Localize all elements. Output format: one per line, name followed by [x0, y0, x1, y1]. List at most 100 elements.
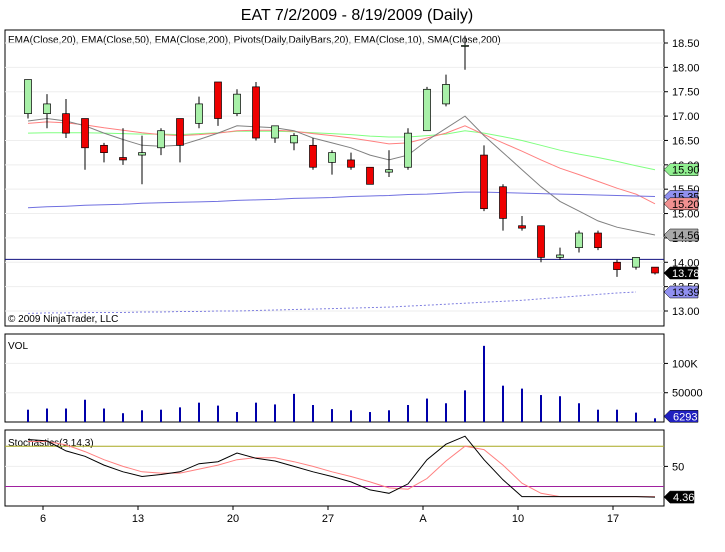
candle — [613, 259, 621, 277]
price-marker-box — [663, 228, 699, 242]
price-tick-label: 13.00 — [672, 306, 700, 318]
candle-body — [290, 135, 298, 144]
candle — [24, 79, 32, 119]
candle — [176, 118, 184, 163]
candle — [195, 96, 203, 129]
stochastics-label: Stochastics(3,14,3) — [8, 438, 94, 449]
price-marker: 15.20 — [663, 197, 700, 211]
stochastics-marker-box — [663, 490, 695, 504]
candle — [81, 118, 89, 170]
volume-bar — [578, 403, 580, 422]
volume-bar — [540, 395, 542, 422]
indicator-line-3 — [27, 191, 656, 209]
volume-bar — [217, 405, 219, 422]
candle-body — [328, 152, 336, 163]
indicator-line-0 — [27, 130, 656, 171]
candle-body — [119, 157, 127, 161]
volume-bar — [122, 413, 124, 422]
stochastics-levels — [5, 445, 664, 488]
price-marker: 14.56 — [663, 228, 700, 242]
candle-body — [176, 118, 184, 146]
candle — [556, 247, 564, 260]
candle-body — [461, 45, 469, 47]
candle — [62, 99, 70, 139]
volume-bar — [426, 398, 428, 422]
candle — [271, 125, 279, 143]
candle — [594, 230, 602, 251]
chart-title: EAT 7/2/2009 - 8/19/2009 (Daily) — [241, 7, 473, 24]
price-marker-label: 14.56 — [672, 230, 700, 242]
stochastics-tick-label: 50 — [672, 461, 684, 473]
volume-bar — [84, 399, 86, 422]
candle-body — [480, 154, 488, 210]
x-tick-label: 17 — [607, 513, 619, 525]
sma-dotted-line — [27, 291, 637, 314]
candle — [138, 135, 146, 185]
candle — [575, 230, 583, 253]
candle-body — [138, 152, 146, 156]
candle-body — [309, 144, 317, 168]
price-marker: 13.39 — [663, 285, 700, 299]
volume-panel-frame — [4, 333, 665, 423]
price-marker-box — [663, 285, 699, 299]
price-grid — [5, 42, 664, 312]
candle-body — [81, 118, 89, 149]
volume-grid — [5, 362, 664, 394]
volume-bar — [293, 393, 295, 422]
volume-marker: 6293 — [663, 410, 699, 423]
volume-bar — [103, 408, 105, 422]
price-tick-label: 14.00 — [672, 257, 700, 269]
candle — [518, 215, 526, 231]
indicators-label: EMA(Close,20), EMA(Close,50), EMA(Close,… — [8, 35, 501, 46]
volume-tick-label: 50000 — [672, 388, 703, 400]
candle — [366, 166, 374, 185]
volume-bar — [46, 408, 48, 422]
candle — [480, 145, 488, 212]
price-panel-frame — [4, 29, 665, 327]
candle-body — [556, 254, 564, 258]
candle-body — [404, 132, 412, 168]
price-tick-label: 15.00 — [672, 209, 700, 221]
candle — [309, 138, 317, 170]
candle-body — [157, 130, 165, 149]
candle-body — [252, 86, 260, 139]
price-marker-label: 13.78 — [672, 268, 700, 280]
x-tick-label: 20 — [227, 513, 239, 525]
candle-body — [62, 113, 70, 134]
indicator-line-1 — [27, 121, 656, 205]
candle — [442, 74, 450, 107]
price-tick-label: 18.00 — [672, 62, 700, 74]
price-tick-label: 17.50 — [672, 87, 700, 99]
volume-bar — [483, 345, 485, 422]
volume-bars — [27, 345, 656, 422]
candle — [43, 94, 51, 129]
candle — [214, 81, 222, 126]
candle-body — [651, 266, 659, 274]
candle — [537, 225, 545, 263]
volume-marker-label: 6293 — [673, 411, 697, 423]
candle — [157, 128, 165, 156]
volume-bar — [445, 403, 447, 422]
price-marker-label: 13.39 — [672, 287, 700, 299]
volume-bar — [141, 410, 143, 422]
stochastics-line-d — [28, 441, 655, 498]
volume-bar — [160, 409, 162, 422]
candle — [290, 133, 298, 151]
volume-bar — [65, 408, 67, 422]
candles — [24, 35, 659, 277]
candle-body — [537, 225, 545, 258]
volume-bar — [597, 409, 599, 422]
stochastics-marker: 4.36 — [663, 490, 695, 504]
candle — [233, 89, 241, 117]
price-marker: 15.90 — [663, 163, 700, 177]
candle — [404, 128, 412, 170]
stochastics-panel-frame — [4, 429, 665, 507]
candle-body — [24, 79, 32, 115]
candle-body — [271, 125, 279, 139]
copyright-label: © 2009 NinjaTrader, LLC — [8, 314, 118, 325]
price-tick-label: 18.50 — [672, 38, 700, 50]
stochastics-axis: 504.36 — [663, 461, 695, 504]
